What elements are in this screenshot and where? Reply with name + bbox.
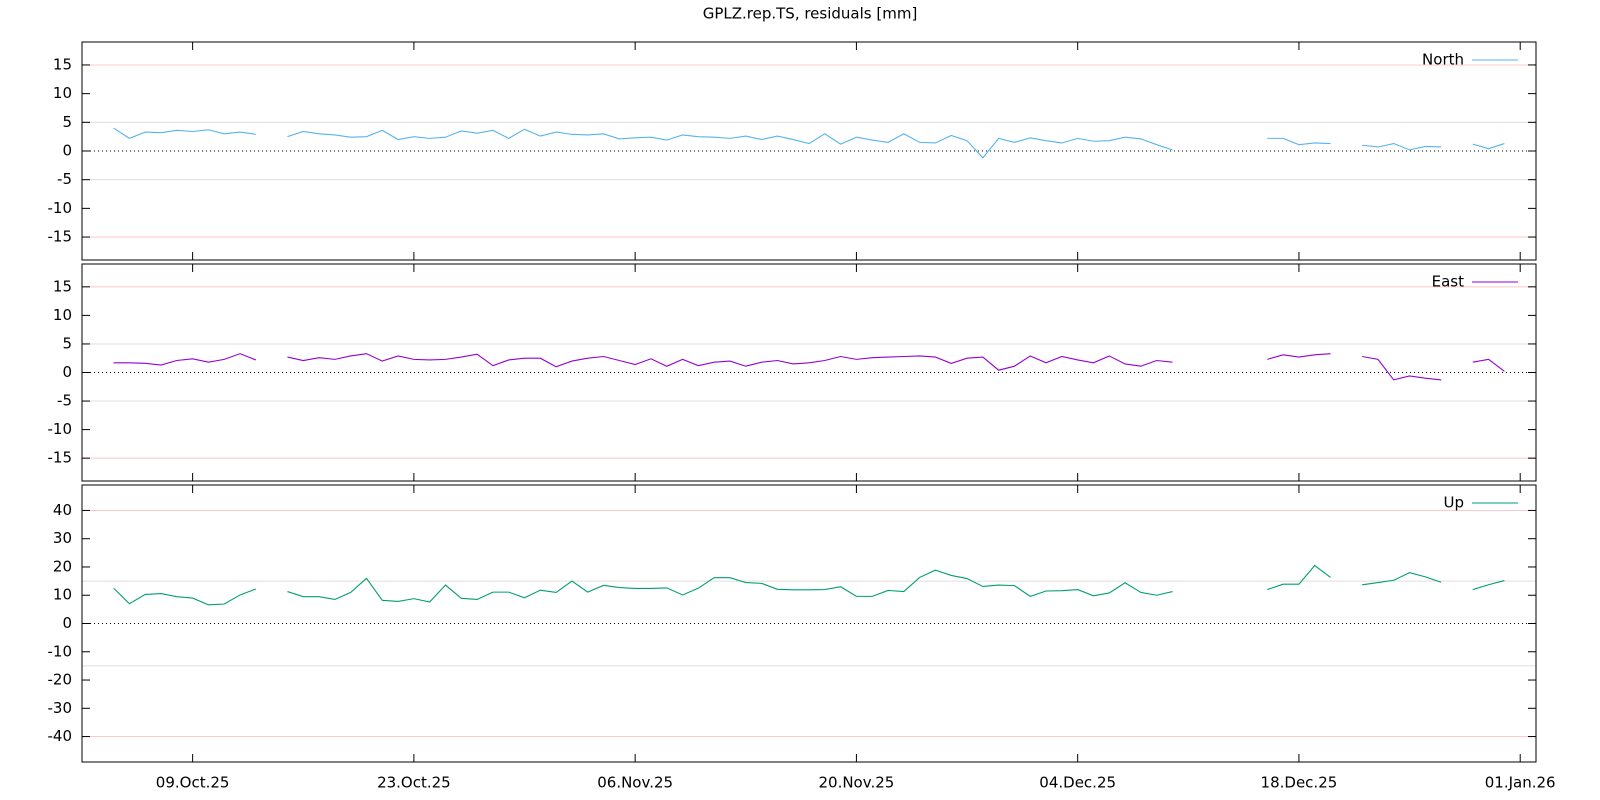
series-line: [1472, 143, 1505, 150]
y-tick-label: 15: [53, 55, 72, 73]
x-tick-label: 18.Dec.25: [1261, 774, 1338, 792]
y-tick-label: -40: [48, 727, 73, 745]
chart-title: GPLZ.rep.TS, residuals [mm]: [703, 5, 918, 23]
series-line: [1267, 353, 1331, 360]
legend-label: Up: [1443, 494, 1464, 512]
series-line: [287, 128, 1173, 159]
series-line: [1472, 580, 1505, 591]
series-line: [287, 569, 1173, 603]
y-tick-label: -10: [48, 420, 73, 438]
series-line: [1472, 358, 1505, 372]
y-tick-label: -20: [48, 671, 73, 689]
series-line: [113, 127, 256, 139]
y-tick-label: 0: [62, 363, 72, 381]
series-line: [1362, 355, 1442, 381]
series-line: [113, 353, 257, 366]
y-tick-label: 10: [53, 586, 72, 604]
x-tick-label: 06.Nov.25: [597, 774, 673, 792]
plot-frame: [81, 263, 1537, 482]
y-tick-label: 5: [62, 334, 72, 352]
series-line: [1267, 564, 1331, 591]
y-tick-label: 40: [53, 501, 72, 519]
y-tick-label: 0: [62, 142, 72, 160]
x-tick-label: 01.Jan.26: [1485, 774, 1556, 792]
x-tick-label: 04.Dec.25: [1039, 774, 1116, 792]
y-tick-label: 15: [53, 277, 72, 295]
y-tick-label: -15: [48, 228, 73, 246]
y-tick-label: -10: [48, 199, 73, 217]
y-tick-label: -15: [48, 449, 73, 467]
series-line: [113, 587, 257, 606]
legend-label: East: [1432, 273, 1464, 291]
plot-frame: [81, 484, 1537, 763]
y-tick-label: 30: [53, 529, 72, 547]
legend-label: North: [1422, 51, 1464, 69]
y-tick-label: -5: [57, 392, 72, 410]
series-line: [1362, 572, 1442, 586]
x-tick-label: 09.Oct.25: [156, 774, 230, 792]
y-tick-label: 5: [62, 113, 72, 131]
y-tick-label: -30: [48, 699, 73, 717]
y-tick-label: 20: [53, 557, 72, 575]
y-tick-label: 10: [53, 84, 72, 102]
series-line: [1267, 137, 1331, 146]
series-line: [1362, 142, 1442, 151]
x-tick-label: 20.Nov.25: [818, 774, 894, 792]
plot-frame: [81, 41, 1537, 261]
y-tick-label: 0: [62, 614, 72, 632]
y-tick-label: 10: [53, 306, 72, 324]
y-tick-label: -10: [48, 642, 73, 660]
x-tick-label: 23.Oct.25: [377, 774, 451, 792]
y-tick-label: -5: [57, 170, 72, 188]
series-line: [287, 353, 1173, 371]
